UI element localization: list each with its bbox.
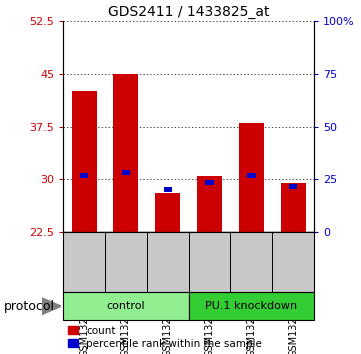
Text: protocol: protocol — [4, 300, 55, 313]
Bar — [205, 180, 214, 185]
Bar — [280, 183, 306, 232]
Bar — [164, 187, 172, 192]
Polygon shape — [42, 298, 61, 315]
Bar — [113, 74, 139, 232]
Title: GDS2411 / 1433825_at: GDS2411 / 1433825_at — [108, 5, 269, 19]
Text: control: control — [106, 301, 145, 311]
Bar — [80, 173, 88, 178]
Bar — [197, 176, 222, 232]
Bar — [122, 170, 130, 175]
Legend: count, percentile rank within the sample: count, percentile rank within the sample — [68, 326, 262, 349]
Text: PU.1 knockdown: PU.1 knockdown — [205, 301, 297, 311]
Bar — [289, 184, 297, 189]
Bar — [71, 91, 97, 232]
Bar — [188, 292, 314, 320]
Bar — [239, 123, 264, 232]
Bar — [63, 292, 188, 320]
Bar — [155, 193, 180, 232]
Bar — [247, 173, 256, 178]
